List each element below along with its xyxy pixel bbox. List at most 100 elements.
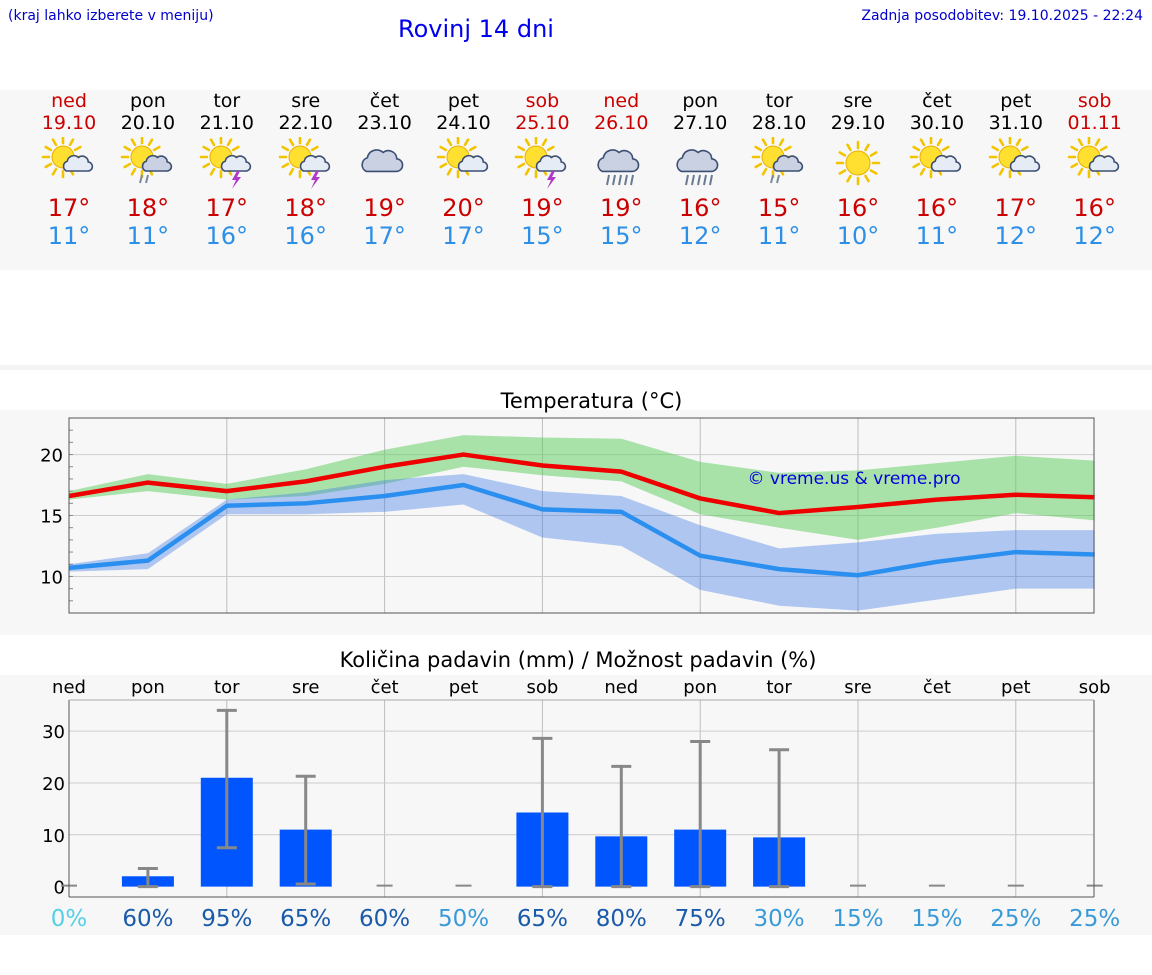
day-date: 24.10 [436, 112, 491, 134]
forecast-day: sre 22.10 18° 16° [266, 90, 346, 250]
raindrop [618, 174, 623, 186]
temp-min: 12° [994, 222, 1038, 250]
forecast-day: sob 25.10 19° 15° [502, 90, 582, 250]
temp-max: 19° [521, 194, 564, 222]
lightning-bolt [547, 171, 557, 189]
x-category-label: pet [1001, 677, 1031, 698]
precip-probability-label: 80% [596, 906, 647, 932]
day-name: čet [922, 90, 952, 112]
day-name: pet [447, 90, 480, 112]
y-tick-label: 15 [40, 507, 63, 528]
precip-probability-label: 60% [122, 906, 173, 932]
x-category-label: pet [449, 677, 479, 698]
separator [0, 365, 1152, 370]
temp-max: 17° [994, 194, 1038, 222]
day-date: 28.10 [751, 112, 807, 134]
sun-cloud-icon [909, 137, 962, 179]
raindrop [703, 174, 708, 186]
precip-probability-label: 65% [517, 906, 568, 932]
temp-max: 15° [757, 194, 801, 222]
sun-cloud-thunder-icon [199, 137, 251, 189]
y-tick-label: 20 [40, 446, 63, 467]
y-tick-label: 10 [42, 826, 65, 847]
day-name: tor [213, 90, 241, 112]
day-date: 01.11 [1067, 112, 1122, 134]
cloud-shape [772, 154, 804, 172]
cloud-shape [536, 154, 567, 172]
precip-probability-label: 30% [754, 906, 805, 932]
raindrop [709, 174, 714, 186]
day-name: pet [1000, 90, 1032, 112]
raindrop [630, 174, 635, 186]
temp-max: 16° [678, 194, 722, 222]
sun-cloud-rain-icon [751, 137, 804, 184]
cloud-shape [1009, 154, 1040, 172]
y-tick-label: 0 [54, 878, 65, 899]
sun-icon [835, 140, 881, 186]
cloud-shape [62, 154, 94, 172]
temp-min: 12° [1073, 222, 1116, 250]
cloud-shape [676, 149, 719, 173]
temp-min: 16° [205, 222, 249, 250]
y-tick-label: 20 [42, 774, 65, 795]
forecast-day: čet 23.10 19° 17° [345, 90, 425, 250]
x-category-label: sre [844, 677, 871, 698]
temp-max: 20° [442, 194, 485, 222]
temp-min: 15° [521, 222, 564, 250]
sun-cloud-rain-icon [120, 137, 173, 184]
x-category-label: sob [526, 677, 558, 698]
day-date: 20.10 [120, 112, 176, 134]
day-date: 23.10 [357, 112, 412, 134]
precip-probability-label: 95% [201, 906, 252, 932]
max-temp-range-band [69, 435, 1095, 540]
precip-probability-label: 25% [990, 906, 1041, 932]
temp-max: 18° [284, 194, 327, 222]
temp-max: 17° [47, 194, 91, 222]
temp-min: 17° [442, 222, 485, 250]
lightning-bolt [310, 171, 320, 189]
temp-min: 17° [363, 222, 406, 250]
cloud-shape [141, 154, 173, 172]
cloud-shape [220, 154, 251, 172]
y-tick-label: 30 [42, 722, 65, 743]
cloud-shape [360, 149, 403, 173]
cloud-shape [457, 154, 488, 172]
x-category-label: pon [131, 677, 165, 698]
day-name: sre [843, 90, 873, 112]
sun-shape [835, 140, 881, 186]
cloud-shape [597, 149, 640, 173]
temp-max: 16° [915, 194, 959, 222]
daily-forecast-strip: ned 19.10 17° 11° pon 20.10 18° 11° tor 21.10 17° 1… [0, 90, 1152, 270]
temperature-plot-frame [68, 417, 1095, 614]
day-name: sre [291, 90, 321, 112]
forecast-day: pon 27.10 16° 12° [660, 90, 740, 250]
last-updated: Zadnja posodobitev: 19.10.2025 - 22:24 [861, 8, 1143, 24]
min-temp-range-band [69, 474, 1095, 611]
raindrop [691, 174, 696, 186]
precip-probability-label: 0% [51, 906, 88, 932]
precip-probability-label: 25% [1069, 906, 1120, 932]
day-date: 27.10 [672, 112, 728, 134]
forecast-day: pet 31.10 17° 12° [976, 90, 1056, 250]
lightning-bolt [231, 171, 241, 189]
sun-shape [1067, 137, 1110, 179]
max-temp-line [68, 452, 1095, 516]
sun-cloud-thunder-icon [278, 137, 330, 189]
forecast-day: sob 01.11 16° 12° [1055, 90, 1135, 250]
day-name: ned [51, 90, 87, 112]
cloud-shape [930, 154, 962, 172]
x-category-label: tor [766, 677, 792, 698]
page-title: Rovinj 14 dni [398, 15, 554, 43]
forecast-day: ned 19.10 17° 11° [29, 90, 109, 250]
cloud-heavy-rain-icon [597, 149, 640, 186]
temp-min: 11° [47, 222, 91, 250]
temp-min: 10° [836, 222, 880, 250]
raindrop [606, 174, 611, 186]
cloud-heavy-rain-icon [676, 149, 719, 186]
cloud-shape [1088, 154, 1119, 172]
raindrop [776, 174, 781, 184]
temp-max: 19° [600, 194, 643, 222]
sun-cloud-thunder-icon [515, 137, 567, 189]
day-name: sob [1077, 90, 1112, 112]
day-date: 29.10 [830, 112, 886, 134]
